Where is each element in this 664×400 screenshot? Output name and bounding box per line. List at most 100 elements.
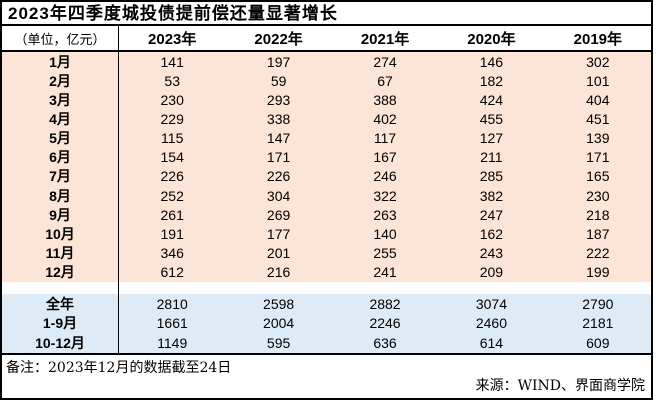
table-row: 全年 2810 2598 2882 3074 2790 — [2, 293, 651, 314]
table-cell: 263 — [373, 206, 397, 223]
table-cell: 191 — [160, 225, 184, 242]
table-cell: 388 — [373, 91, 397, 108]
table-cell: 162 — [479, 225, 504, 242]
table-cell: 141 — [160, 53, 184, 70]
table-cell: 261 — [160, 206, 184, 223]
table-row: 1月 141 197 274 146 302 — [2, 52, 651, 72]
table-cell: 230 — [160, 91, 184, 108]
table-cell: 171 — [266, 149, 291, 166]
table-cell: 322 — [373, 187, 397, 204]
table-cell: 171 — [586, 149, 610, 166]
table-cell: 201 — [266, 244, 291, 261]
table-cell: 218 — [586, 206, 610, 223]
table-cell: 230 — [586, 187, 610, 204]
row-label: 1-9月 — [2, 313, 119, 334]
unit-label: （单位，亿元） — [14, 32, 106, 48]
table-cell: 2004 — [263, 315, 295, 332]
row-label: 9月 — [2, 205, 119, 225]
table-cell: 211 — [480, 149, 503, 166]
table-cell: 67 — [377, 72, 393, 89]
table-cell: 209 — [479, 264, 504, 281]
footnote: 备注：2023年12月的数据截至24日 — [6, 360, 232, 377]
table-row: 4月 229 338 402 455 451 — [2, 109, 651, 129]
table-cell: 139 — [586, 130, 610, 147]
table-cell: 140 — [373, 225, 397, 242]
table-cell: 274 — [373, 53, 397, 70]
row-label: 8月 — [2, 185, 119, 206]
table-cell: 241 — [373, 264, 397, 281]
table-cell: 382 — [479, 187, 504, 204]
row-label: 4月 — [2, 109, 119, 129]
row-label: 5月 — [2, 128, 119, 148]
summary-rows-block: 全年 2810 2598 2882 3074 2790 1-9月 1661 2004 2246 24… — [2, 293, 651, 356]
page-title: 2023年四季度城投债提前偿还量显著增长 — [2, 2, 651, 26]
row-label: 3月 — [2, 90, 119, 110]
table-cell: 304 — [266, 187, 291, 204]
table-cell: 2790 — [582, 295, 614, 312]
table-cell: 636 — [373, 335, 397, 352]
table-cell: 165 — [586, 168, 610, 185]
row-label: 7月 — [2, 166, 119, 186]
table-cell: 246 — [373, 168, 397, 185]
row-label: 全年 — [2, 293, 119, 314]
table-cell: 609 — [586, 335, 610, 352]
table-row: 5月 115 147 117 127 139 — [2, 128, 651, 148]
table-cell: 154 — [160, 149, 184, 166]
table-cell: 226 — [160, 168, 184, 185]
column-header: 2023年 — [148, 30, 197, 48]
row-label: 1月 — [2, 52, 119, 72]
unit-label-cell: （单位，亿元） — [2, 26, 119, 50]
row-label: 10-12月 — [2, 333, 119, 354]
table-cell: 614 — [479, 335, 504, 352]
row-label: 2月 — [2, 71, 119, 91]
table-cell: 177 — [266, 225, 291, 242]
table-cell: 2882 — [369, 295, 401, 312]
table-row: 7月 226 226 246 285 165 — [2, 166, 651, 186]
table-cell: 1149 — [157, 335, 188, 352]
table-row: 3月 230 293 388 424 404 — [2, 90, 651, 110]
source-credit: 来源：WIND、界面商学院 — [475, 378, 645, 395]
table-cell: 424 — [479, 91, 504, 108]
spacer-divider — [2, 281, 119, 294]
table-row: 12月 612 216 241 209 199 — [2, 262, 651, 282]
table-cell: 182 — [479, 72, 504, 89]
table-cell: 269 — [266, 206, 291, 223]
table-cell: 226 — [266, 168, 291, 185]
table-row: 6月 154 171 167 211 171 — [2, 147, 651, 167]
table-cell: 101 — [586, 72, 610, 89]
table-cell: 2181 — [582, 315, 614, 332]
table-cell: 247 — [479, 206, 504, 223]
table-cell: 255 — [373, 244, 397, 261]
table-row: 2月 53 59 67 182 101 — [2, 71, 651, 91]
table-cell: 222 — [586, 244, 610, 261]
table-cell: 451 — [586, 110, 610, 127]
table-cell: 117 — [373, 130, 397, 147]
table-cell: 338 — [266, 110, 291, 127]
table-cell: 293 — [266, 91, 291, 108]
column-header: 2019年 — [573, 30, 623, 48]
table-cell: 229 — [160, 110, 184, 127]
table-row: 10月 191 177 140 162 187 — [2, 224, 651, 244]
table-cell: 216 — [266, 264, 291, 281]
table-cell: 167 — [373, 149, 397, 166]
table-cell: 346 — [160, 244, 184, 261]
table-cell: 53 — [164, 72, 180, 89]
table-cell: 59 — [270, 72, 287, 89]
column-header: 2020年 — [467, 30, 516, 48]
table-cell: 146 — [479, 53, 504, 70]
table-cell: 199 — [586, 264, 610, 281]
spacer-row — [2, 281, 651, 294]
table-cell: 402 — [373, 110, 397, 127]
table-cell: 147 — [266, 130, 291, 147]
table-row: 10-12月 1149 595 636 614 609 — [2, 333, 651, 354]
table-cell: 127 — [479, 130, 504, 147]
table-cell: 455 — [479, 110, 504, 127]
table-header: （单位，亿元） 2023年 2022年 2021年 2020年 2019年 — [2, 26, 651, 52]
table-cell: 285 — [479, 168, 504, 185]
row-label: 11月 — [2, 243, 119, 263]
monthly-rows-block: 1月 141 197 274 146 302 2月 53 59 67 182 101 3月 230 293 3… — [2, 52, 651, 282]
table-cell: 2460 — [475, 315, 507, 332]
table-cell: 1661 — [156, 315, 188, 332]
column-header: 2022年 — [254, 30, 303, 48]
table-row: 11月 346 201 255 243 222 — [2, 243, 651, 263]
